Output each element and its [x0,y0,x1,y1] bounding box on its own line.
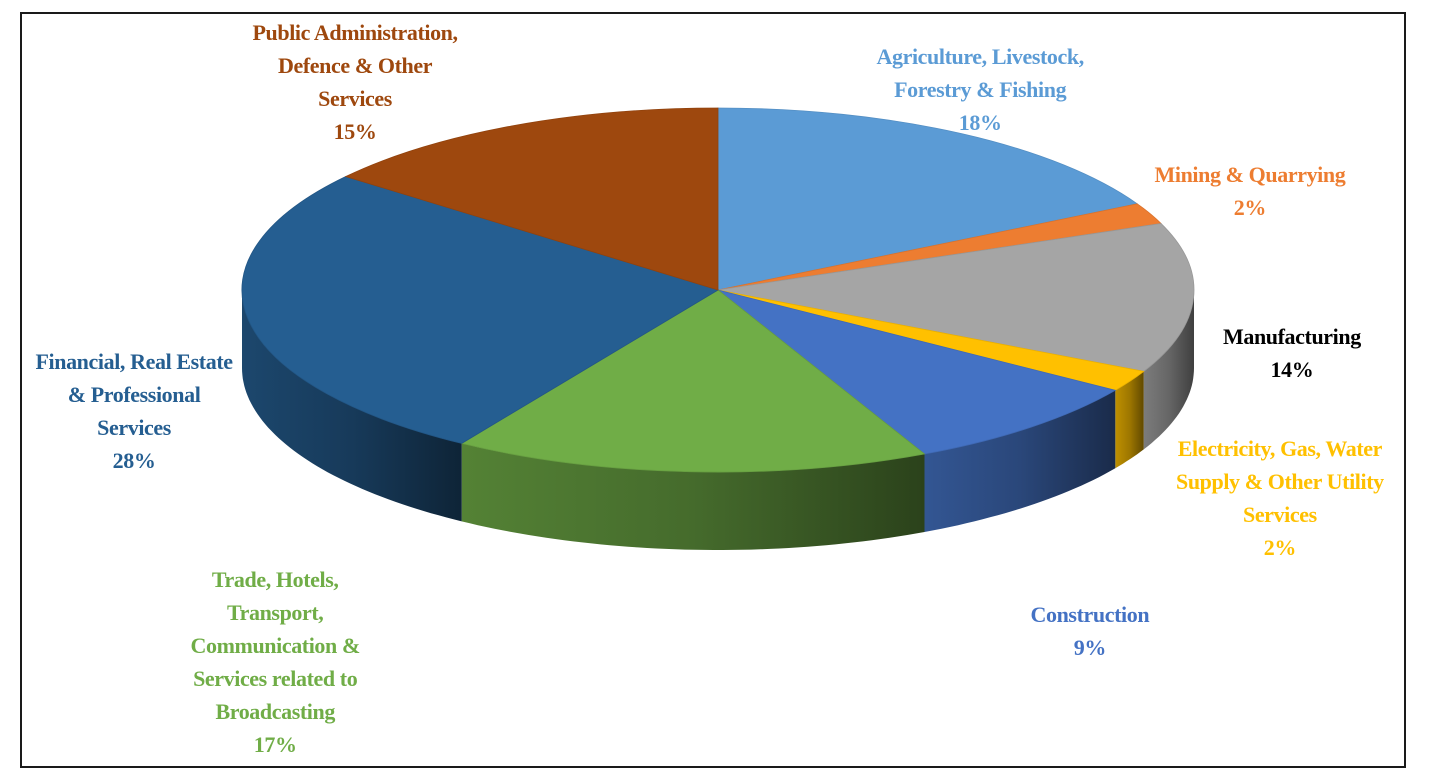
pie-wall-construction [924,390,1116,532]
pie-slice-construction [717,289,1117,455]
slice-label-line: Agriculture, Livestock, [876,44,1085,69]
slice-percent-label: 18% [958,110,1002,135]
pie-wall-electricity-gas-water-supply-and-other-utility-services [1115,371,1144,469]
slice-label-line: Services related to [193,666,358,691]
slice-label-line: Transport, [226,600,324,625]
slice-label-mining-and-quarrying: Mining & Quarrying 2% [1155,158,1346,224]
slice-label-line: Communication & [190,633,361,658]
slice-label-line: Mining & Quarrying [1154,162,1346,187]
slice-label-line: Manufacturing [1223,324,1361,349]
slice-label-line: Forestry & Fishing [894,77,1067,102]
slice-label-electricity-gas-water-supply-and-other-utility-services: Electricity, Gas, Water Supply & Other Ut… [1176,432,1384,564]
pie-slice-trade-hotels-transport-communication-and-services-related-to-broadcasting [460,289,926,473]
slice-label-line: Broadcasting [215,699,335,724]
pie-slice-manufacturing [717,223,1195,372]
slice-label-financial-real-estate-and-professional-services: Financial, Real Estate & Professional Serv… [35,345,234,477]
slice-label-line: Financial, Real Estate [35,349,234,374]
slice-label-trade-hotels-transport-communication-and-services-related-to-broadcasting: Trade, Hotels, Transport, Communication & S… [190,563,361,761]
pie-wall-trade-hotels-transport-communication-and-services-related-to-broadcasting [461,443,925,550]
slice-label-line: Defence & Other [278,53,433,78]
slice-label-construction: Construction 9% [1031,598,1150,664]
slice-percent-label: 28% [112,448,156,473]
slice-label-manufacturing: Manufacturing 14% [1223,320,1361,386]
slice-label-agriculture-livestock-forestry-and-fishing: Agriculture, Livestock, Forestry & Fishin… [876,40,1085,139]
pie-wall-manufacturing [1143,290,1194,450]
slice-percent-label: 9% [1073,635,1107,660]
slice-label-line: Public Administration, [252,20,459,45]
pie-slice-public-administration-defence-and-other-services [344,107,719,291]
slice-label-line: Trade, Hotels, [211,567,339,592]
pie-wall-financial-real-estate-and-professional-services [242,290,462,522]
slice-label-line: & Professional [67,382,201,407]
slice-label-line: Services [97,415,171,440]
slice-label-line: Services [318,86,392,111]
slice-label-line: Supply & Other Utility [1176,469,1384,494]
slice-percent-label: 15% [333,119,377,144]
slice-label-line: Services [1242,502,1317,527]
slice-percent-label: 17% [253,732,297,757]
slice-percent-label: 2% [1263,535,1297,560]
slice-percent-label: 2% [1233,195,1267,220]
slice-label-public-administration-defence-and-other-services: Public Administration, Defence & Other Ser… [252,16,459,148]
slice-label-line: Electricity, Gas, Water [1177,436,1383,461]
slice-percent-label: 14% [1270,357,1314,382]
pie-slice-agriculture-livestock-forestry-and-fishing [717,107,1139,291]
pie-slice-financial-real-estate-and-professional-services [241,176,719,444]
slice-label-line: Construction [1030,602,1150,627]
